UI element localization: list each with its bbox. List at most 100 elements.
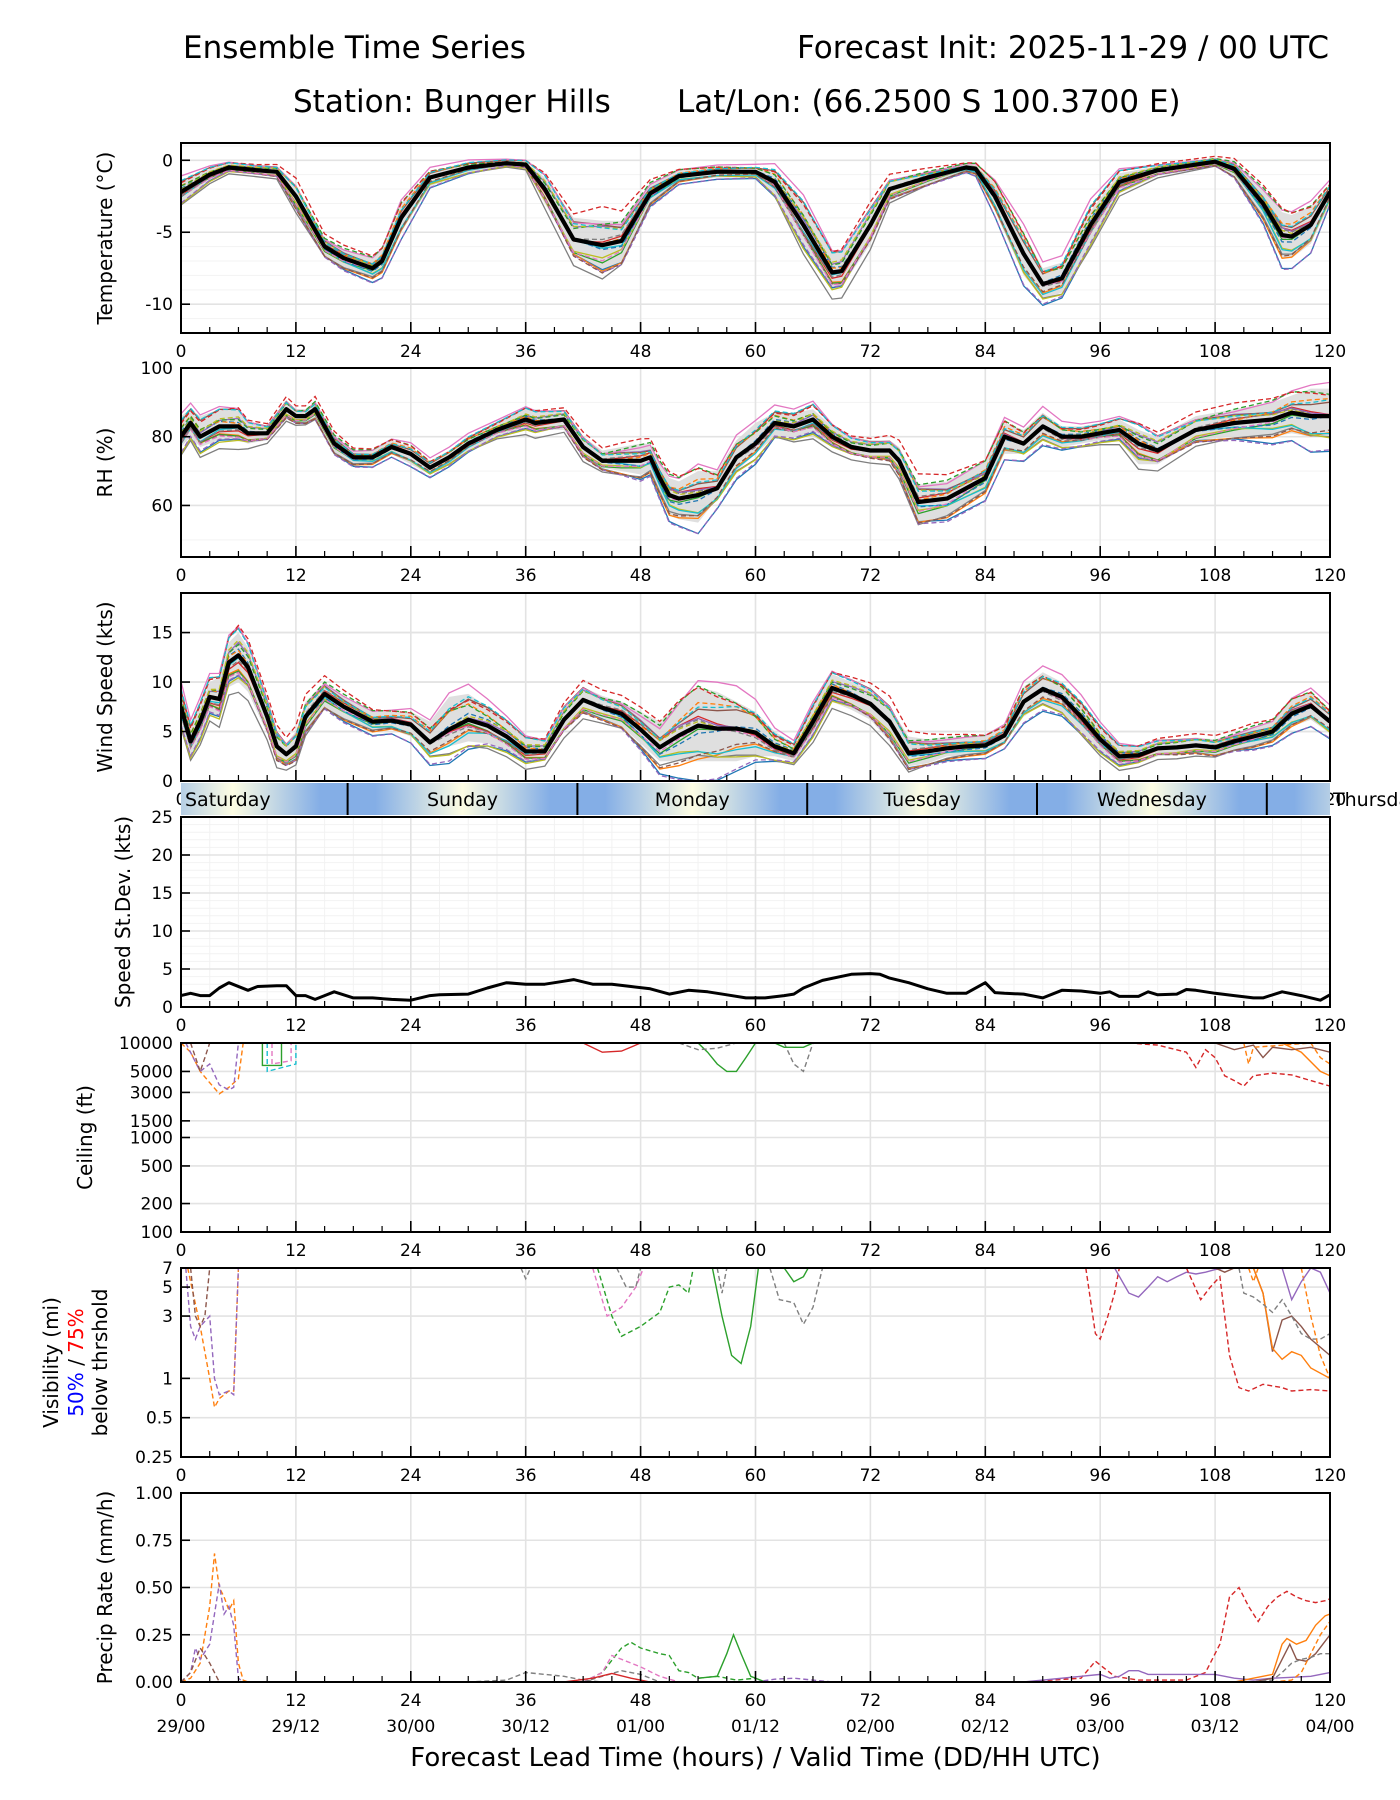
x-tick-label: 72 (860, 1241, 882, 1261)
ensemble-member-line (181, 627, 1330, 748)
ensemble-member-line (1113, 1268, 1225, 1298)
x-tick-label: 12 (285, 1691, 307, 1711)
y-tick-label: 1500 (130, 1112, 173, 1132)
x-tick-label: 0 (176, 566, 187, 586)
ensemble-member-line (774, 1043, 814, 1048)
y-tick-label: 500 (141, 1157, 173, 1177)
ensemble-member-line (181, 639, 1330, 753)
x-tick-label: 12 (285, 342, 307, 362)
x-tick-label: 12 (285, 1466, 307, 1486)
ensemble-member-line (678, 1043, 737, 1051)
station-label: Station: Bunger Hills (293, 84, 611, 120)
x-tick-label: 120 (1314, 1466, 1346, 1486)
x-tick-label: 36 (515, 1016, 537, 1036)
ensemble-member-line (181, 676, 1330, 768)
x-tick-label: 0 (176, 1691, 187, 1711)
y-tick-label: 0 (162, 772, 173, 792)
ensemble-mean-line (181, 653, 1330, 759)
x-tick-label: 96 (1089, 1241, 1111, 1261)
x-tick-label: 96 (1089, 566, 1111, 586)
panel-visibility: 0 12 24 36 48 60 72 84 96 108 120 0.25 0.5 1 3 57 Visibi… (39, 1259, 1346, 1486)
ensemble-member-line (1234, 1613, 1330, 1682)
ensemble-member-line (1023, 1586, 1330, 1682)
y-tick-label: 1000 (130, 1129, 173, 1149)
valid-time-label: 02/12 (961, 1717, 1010, 1737)
y-tick-label: 100 (141, 1223, 173, 1243)
day-label: Monday (655, 789, 730, 811)
x-tick-label: 48 (630, 566, 652, 586)
x-tick-label: 120 (1314, 1016, 1346, 1036)
ensemble-member-line (1253, 1634, 1330, 1682)
ensemble-member-line (755, 1677, 833, 1682)
y-tick-label: 0.25 (135, 1626, 173, 1646)
y-tick-label: 10 (151, 922, 173, 942)
ensemble-member-line (1243, 1043, 1330, 1065)
ensemble-member-line (181, 674, 1330, 781)
ensemble-member-line (181, 405, 1330, 498)
panel-wind_speed: 01224364860728496108120051015Wind Speed … (93, 592, 1346, 810)
x-tick-label: 48 (630, 1016, 652, 1036)
plot-area (181, 155, 1330, 307)
x-tick-label: 72 (860, 1466, 882, 1486)
y-tick-label: 3 (162, 1307, 173, 1327)
ensemble-member-line (1281, 1043, 1330, 1077)
x-tick-label: 60 (745, 1016, 767, 1036)
valid-time-label: 03/12 (1191, 1717, 1240, 1737)
day-segment (577, 783, 808, 815)
panel-precip_rate: 0 12 24 36 48 60 72 84 96 108 120 0.00 0.25 0.50 0.75 1… (93, 1484, 1346, 1711)
valid-time-label: 01/12 (731, 1717, 780, 1737)
x-tick-label: 120 (1314, 566, 1346, 586)
valid-time-label: 30/12 (501, 1717, 550, 1737)
y-tick-label: 100 (141, 359, 173, 379)
valid-time-label: 02/00 (846, 1717, 895, 1737)
panel-rh: 0 12 24 36 48 60 72 84 96 108 120 60 80 100 RH (%) (93, 359, 1346, 586)
ensemble-member-line (181, 416, 1330, 535)
ensemble-member-line (181, 390, 1330, 486)
ensemble-member-line (185, 1043, 240, 1091)
x-tick-label: 84 (974, 342, 996, 362)
ensemble-member-line (1247, 1268, 1330, 1379)
ensemble-member-line (697, 1043, 757, 1073)
x-tick-label: 96 (1089, 1016, 1111, 1036)
x-tick-label: 60 (745, 1466, 767, 1486)
plot-area (185, 1268, 1330, 1410)
x-tick-label: 48 (630, 1691, 652, 1711)
day-label: Sunday (427, 789, 498, 811)
ensemble-member-line (1085, 1268, 1120, 1341)
ensemble-member-line (616, 1268, 642, 1288)
x-tick-label: 72 (860, 566, 882, 586)
x-tick-label: 60 (745, 1241, 767, 1261)
x-tick-label: 24 (400, 1691, 422, 1711)
y-tick-label: 0.50 (135, 1579, 173, 1599)
valid-time-label: 03/00 (1076, 1717, 1125, 1737)
x-tick-label: 48 (630, 1466, 652, 1486)
ensemble-member-line (181, 398, 1330, 492)
x-tick-label: 84 (974, 1466, 996, 1486)
x-tick-label: 48 (630, 1241, 652, 1261)
ensemble-member-line (520, 1268, 532, 1281)
x-tick-label: 96 (1089, 1466, 1111, 1486)
title-right: Forecast Init: 2025-11-29 / 00 UTC (797, 30, 1329, 66)
y-axis-label-suffix: below thrshold (88, 1289, 112, 1437)
ensemble-member-line (582, 1669, 661, 1682)
ensemble-mean-line (181, 159, 1330, 287)
pct75-label: 75% (64, 1308, 88, 1352)
valid-time-label: 01/00 (616, 1717, 665, 1737)
y-axis-label: Wind Speed (kts) (93, 601, 117, 772)
day-label: Thursday (1332, 789, 1400, 811)
x-tick-label: 36 (515, 1241, 537, 1261)
ensemble-member-line (181, 165, 1330, 305)
x-tick-label: 120 (1314, 1691, 1346, 1711)
ensemble-member-line (1214, 1268, 1330, 1356)
ensemble-member-line (698, 1632, 766, 1682)
y-axis-label: Speed St.Dev. (kts) (111, 816, 135, 1008)
ensemble-member-line (1281, 1268, 1330, 1302)
ensemble-member-line (563, 1672, 651, 1682)
y-tick-label: 15 (151, 624, 173, 644)
ensemble-member-line (181, 418, 1330, 526)
x-tick-label: 36 (515, 342, 537, 362)
x-tick-label: 108 (1199, 1466, 1231, 1486)
plot-area (181, 381, 1330, 535)
x-tick-label: 0 (176, 342, 187, 362)
ensemble-member-line (582, 1043, 641, 1053)
